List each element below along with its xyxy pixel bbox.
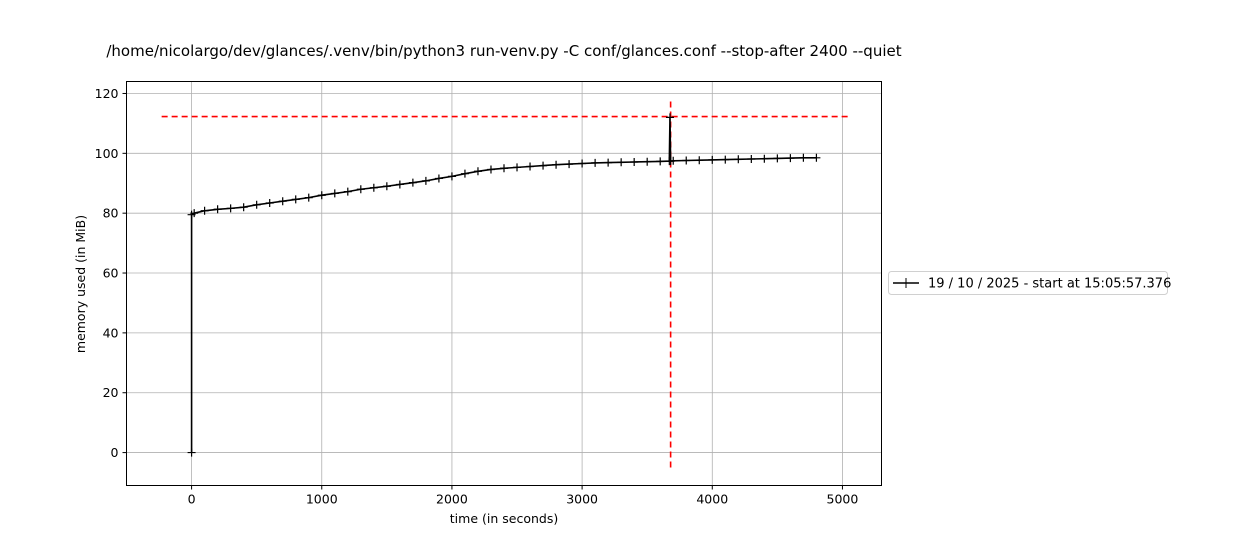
data-point [656,157,665,166]
data-point [291,195,300,204]
data-point [434,174,443,183]
data-point [552,160,561,169]
x-tick-label: 0 [188,492,196,507]
x-tick-label: 3000 [566,492,598,507]
data-point [304,193,313,202]
data-point [252,200,261,209]
data-point [578,159,587,168]
grid [126,81,882,486]
legend-label: 19 / 10 / 2025 - start at 15:05:57.376 [928,277,1171,292]
data-point [669,156,678,165]
legend-box [888,271,1168,295]
plot-frame [126,81,882,486]
data-point [604,158,613,167]
legend: 19 / 10 / 2025 - start at 15:05:57.376 [888,271,1171,295]
data-point [682,156,691,165]
data-point [395,180,404,189]
data-point [421,176,430,185]
data-point [239,203,248,212]
axis-ticks: 0 1000 2000 3000 4000 5000 0 20 40 60 80 100 120 [95,86,859,507]
data-point [190,209,199,218]
data-point [473,167,482,176]
data-point [513,163,522,172]
x-tick-label: 1000 [306,492,338,507]
data-point [526,162,535,171]
y-tick-label: 80 [103,206,119,221]
data-point [382,182,391,191]
x-tick-label: 4000 [696,492,728,507]
chart-title: /home/nicolargo/dev/glances/.venv/bin/py… [106,42,901,60]
data-point [760,154,769,163]
data-point [408,178,417,187]
y-tick-label: 100 [95,146,119,161]
data-point [226,204,235,213]
data-point [265,198,274,207]
data-point [773,154,782,163]
y-tick-label: 40 [103,325,119,340]
y-tick-label: 60 [103,266,119,281]
data-point [539,161,548,170]
data-point [591,158,600,167]
x-tick-label: 2000 [436,492,468,507]
data-point [799,153,808,162]
data-point [486,165,495,174]
data-point [330,189,339,198]
y-axis-label: memory used (in MiB) [73,215,88,353]
y-tick-label: 0 [111,445,119,460]
data-point [643,157,652,166]
data-point [708,155,717,164]
data-point [200,206,209,215]
y-tick-label: 20 [103,385,119,400]
data-point [317,191,326,200]
data-point [734,155,743,164]
data-point [786,154,795,163]
series-layer [187,113,821,457]
data-point [617,158,626,167]
x-tick-label: 5000 [827,492,859,507]
data-point [812,153,821,162]
data-point [721,155,730,164]
data-point [630,158,639,167]
data-point [278,197,287,206]
data-point [213,205,222,214]
data-point [447,172,456,181]
data-point [695,156,704,165]
data-point [356,185,365,194]
data-point [369,183,378,192]
data-point [460,169,469,178]
data-point [747,155,756,164]
data-point [665,113,674,122]
data-point [343,187,352,196]
reference-lines [161,99,848,468]
y-tick-label: 120 [95,86,119,101]
data-point [565,160,574,169]
x-axis-label: time (in seconds) [450,511,558,526]
data-point [500,164,508,173]
data-point [187,448,196,457]
